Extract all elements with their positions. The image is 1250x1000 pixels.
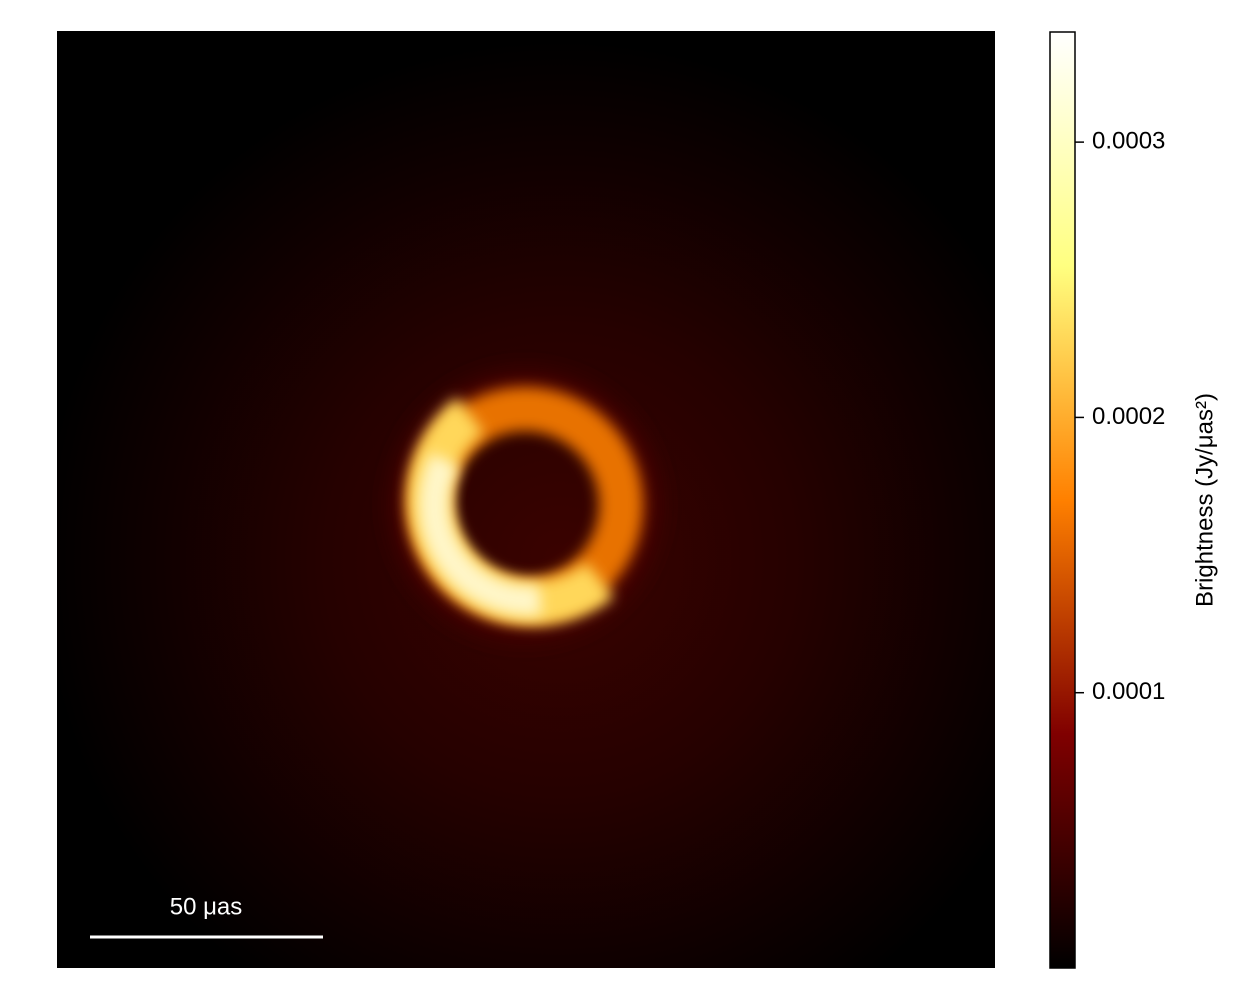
colorbar-tick-label: 0.0001 <box>1092 678 1165 705</box>
image: 50 μas <box>57 31 995 968</box>
background <box>57 31 995 968</box>
colorbar-tick-label: 0.0003 <box>1092 127 1165 154</box>
scale-bar-label: 50 μas <box>170 893 243 920</box>
colorbar-label: Brightness (Jy/μas²) <box>1191 393 1218 607</box>
colorbar <box>1049 31 1076 969</box>
colorbar-tick-label: 0.0002 <box>1092 403 1165 430</box>
ring-peak <box>419 453 542 616</box>
